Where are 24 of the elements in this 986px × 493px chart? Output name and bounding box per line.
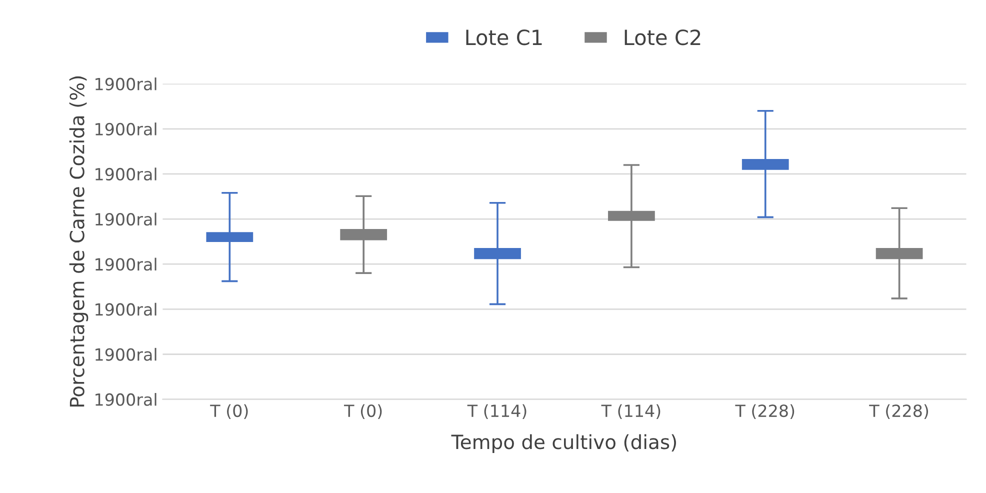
candlestick xyxy=(608,164,655,268)
x-tick-label: T (114) xyxy=(601,404,660,420)
candlestick xyxy=(742,110,789,218)
text: 1900ral xyxy=(96,393,156,406)
candlestick xyxy=(206,192,254,282)
legend-label: Lote C2 xyxy=(624,29,700,46)
x-tick-label: T (0) xyxy=(210,404,248,420)
text: 1900ral xyxy=(96,77,156,90)
text: 1900ral xyxy=(96,348,156,361)
x-axis-title: Tempo de cultivo (dias) xyxy=(451,434,676,454)
candlestick xyxy=(876,207,923,300)
y-axis-title: Porcentagem de Carne Cozida (%) xyxy=(69,76,88,407)
text: 1900ral xyxy=(96,212,156,226)
text: 1900ral xyxy=(96,168,156,181)
candlestick xyxy=(340,195,388,274)
text: 1900ral xyxy=(96,258,156,271)
legend-label: Lote C1 xyxy=(466,29,542,46)
text: 1900ral xyxy=(96,302,156,316)
candlestick xyxy=(474,202,521,306)
x-tick-label: T (0) xyxy=(344,404,382,420)
x-tick-label: T (228) xyxy=(869,404,928,420)
text: 1900ral xyxy=(96,122,156,136)
x-tick-label: T (228) xyxy=(735,404,794,420)
x-tick-label: T (114) xyxy=(467,404,526,420)
